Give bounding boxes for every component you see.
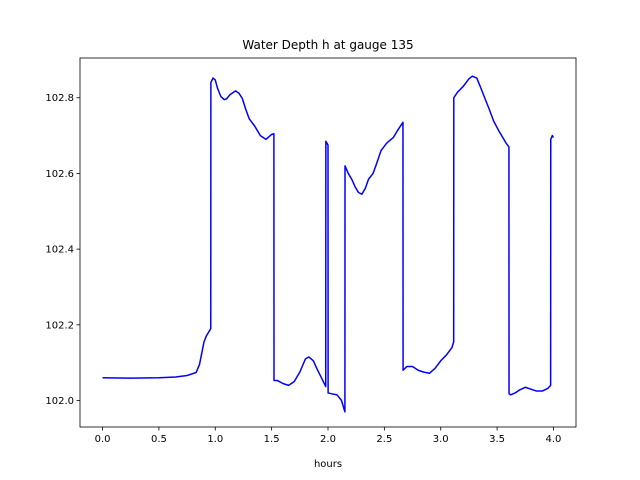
- series-line-0: [102, 75, 555, 413]
- x-tick-label: 1.5: [264, 434, 280, 445]
- y-tick-label: 102.0: [45, 396, 74, 407]
- x-tick-label: 2.0: [320, 434, 336, 445]
- y-tick-label: 102.8: [45, 93, 74, 104]
- x-axis-label: hours: [314, 459, 342, 470]
- y-tick-label: 102.2: [45, 320, 74, 331]
- x-tick-label: 2.5: [376, 434, 392, 445]
- chart-title: Water Depth h at gauge 135: [242, 38, 413, 52]
- x-tick-label: 4.0: [546, 434, 562, 445]
- x-tick-label: 0.0: [95, 434, 111, 445]
- x-tick-label: 3.5: [489, 434, 505, 445]
- x-tick-label: 3.0: [433, 434, 449, 445]
- x-tick-label: 0.5: [151, 434, 167, 445]
- y-tick-label: 102.4: [45, 245, 74, 256]
- x-tick-label: 1.0: [207, 434, 223, 445]
- plot-area: 0.0 0.5 1.0 1.5 2.0 2.5 3.0 3.5 4.0 102.0 102.2 102…: [45, 57, 577, 445]
- y-tick-label: 102.6: [45, 169, 74, 180]
